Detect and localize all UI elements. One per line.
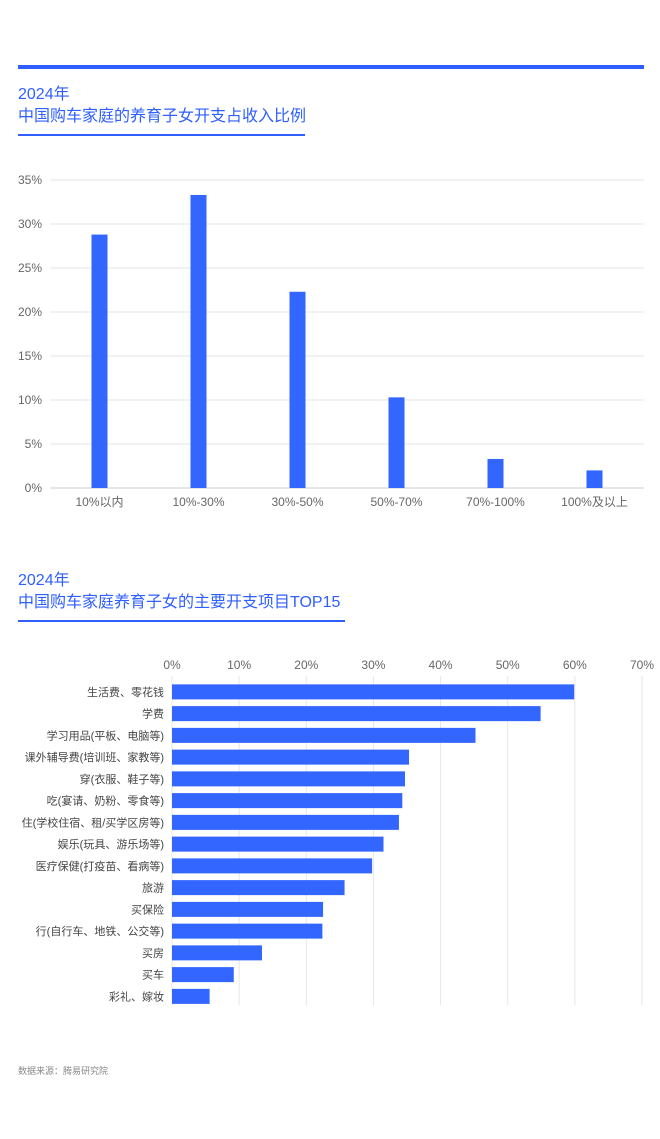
y-category-label: 吃(宴请、奶粉、零食等)	[47, 794, 164, 808]
x-tick-label: 50%-70%	[370, 495, 422, 509]
y-category-label: 穿(衣服、鞋子等)	[80, 772, 164, 786]
bar-学费	[172, 706, 541, 722]
x-tick-label: 10%	[227, 658, 251, 672]
x-tick-label: 70%	[630, 658, 654, 672]
y-category-label: 买保险	[131, 902, 164, 916]
y-category-label: 课外辅导费(培训班、家教等)	[25, 750, 164, 764]
x-tick-label: 10%以内	[75, 495, 123, 509]
y-category-label: 买房	[142, 947, 164, 960]
y-tick-label: 20%	[18, 305, 42, 319]
bar-课外辅导费(培训班、家教等)	[172, 749, 410, 765]
bar-30%-50%	[289, 291, 306, 488]
y-tick-label: 30%	[18, 217, 42, 231]
chart2-title-year: 2024年	[18, 572, 70, 589]
chart2-title-underline	[18, 620, 345, 622]
x-tick-label: 10%-30%	[172, 495, 224, 509]
data-source-note: 数据来源：腾易研究院	[18, 1066, 109, 1076]
y-tick-label: 15%	[18, 349, 42, 363]
y-tick-label: 25%	[18, 261, 42, 275]
x-tick-label: 40%	[429, 658, 453, 672]
x-tick-label: 50%	[496, 658, 520, 672]
x-tick-label: 100%及以上	[561, 495, 628, 509]
chart1-title-year: 2024年	[18, 86, 70, 103]
chart1-title-block: 2024年 中国购车家庭的养育子女开支占收入比例	[18, 84, 306, 136]
y-tick-label: 0%	[25, 481, 43, 495]
chart2-title-block: 2024年 中国购车家庭养育子女的主要开支项目TOP15	[18, 570, 345, 622]
y-tick-label: 5%	[25, 437, 43, 451]
chart2-title: 中国购车家庭养育子女的主要开支项目TOP15	[18, 594, 341, 611]
bar-穿(衣服、鞋子等)	[172, 771, 405, 787]
bar-50%-70%	[388, 397, 405, 488]
bar-生活费、零花钱	[172, 684, 575, 700]
bar-医疗保健(打疫苗、看病等)	[172, 858, 373, 874]
y-category-label: 买车	[142, 968, 164, 982]
bar-学习用品(平板、电脑等)	[172, 727, 476, 743]
bar-旅游	[172, 880, 345, 896]
x-tick-label: 30%-50%	[271, 495, 323, 509]
y-category-label: 旅游	[142, 881, 164, 895]
bar-彩礼、嫁妆	[172, 988, 210, 1004]
bar-买保险	[172, 901, 324, 917]
bar-买车	[172, 967, 234, 983]
y-category-label: 医疗保健(打疫苗、看病等)	[36, 859, 164, 873]
x-tick-label: 20%	[294, 658, 318, 672]
y-tick-label: 10%	[18, 393, 42, 407]
y-category-label: 生活费、零花钱	[87, 685, 164, 699]
bar-吃(宴请、奶粉、零食等)	[172, 793, 403, 809]
x-tick-label: 60%	[563, 658, 587, 672]
y-category-label: 学费	[142, 707, 164, 721]
y-category-label: 娱乐(玩具、游乐场等)	[58, 837, 164, 851]
y-tick-label: 35%	[18, 173, 42, 187]
chart1-title: 中国购车家庭的养育子女开支占收入比例	[18, 108, 307, 125]
bar-娱乐(玩具、游乐场等)	[172, 836, 384, 852]
y-category-label: 住(学校住宿、租/买学区房等)	[22, 815, 164, 829]
chart2-expense-items-bar-chart: 0% 10% 20% 30% 40% 50% 60% 70% 生活费、零花钱学费学习用品(平板、…	[22, 658, 654, 1006]
x-tick-label: 70%-100%	[466, 495, 525, 509]
bar-买房	[172, 945, 262, 961]
x-tick-label: 30%	[361, 658, 385, 672]
bar-10%-30%	[190, 194, 207, 488]
chart1-title-underline	[18, 134, 305, 136]
bar-10%以内	[91, 234, 108, 488]
bar-70%-100%	[487, 458, 504, 488]
bar-住(学校住宿、租/买学区房等)	[172, 814, 399, 830]
y-category-label: 彩礼、嫁妆	[109, 989, 164, 1003]
y-category-label: 行(自行车、地铁、公交等)	[36, 924, 164, 938]
y-category-label: 学习用品(平板、电脑等)	[47, 728, 164, 742]
bar-行(自行车、地铁、公交等)	[172, 923, 323, 939]
x-tick-label: 0%	[163, 658, 181, 672]
bar-100%及以上	[586, 470, 603, 488]
top-accent-bar	[18, 65, 644, 69]
chart1-income-share-bar-chart: 0% 5% 10% 15% 20% 25% 30% 35% 10%以内 10%-30% 30%-50…	[18, 173, 644, 509]
